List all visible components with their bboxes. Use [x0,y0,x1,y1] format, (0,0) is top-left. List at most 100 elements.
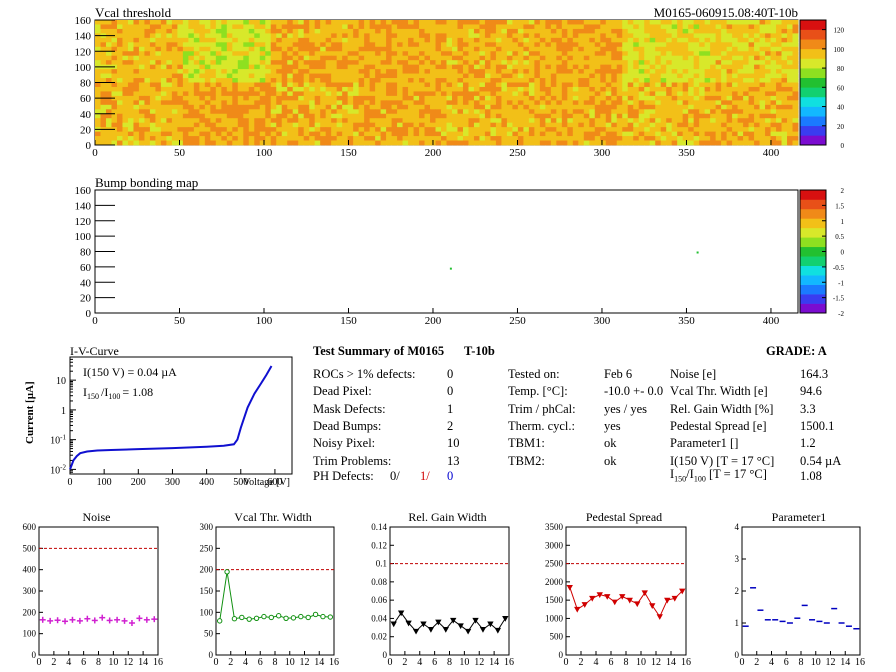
small-y-tick-label: 2500 [545,559,564,569]
color-scale-segment [800,303,826,314]
iv-ratio-part: 100 [108,392,120,401]
small-y-tick-label: 0.14 [371,522,387,532]
roc-tile [622,20,711,83]
data-point [596,592,603,598]
small-x-tick-label: 14 [138,657,148,668]
small-y-tick-label: 0 [383,650,388,660]
data-point [298,613,304,620]
small-x-tick-label: 10 [459,657,469,668]
bump-y-tick-label: 60 [80,262,92,274]
data-point [275,613,282,619]
small-x-tick-label: 14 [489,657,499,668]
small-y-tick-label: 300 [200,522,214,532]
small-plot-frame [565,526,687,656]
vcal-y-tick-label: 40 [80,109,92,121]
data-point [566,584,573,591]
bump-y-tick-label: 120 [75,216,92,228]
small-chart-title: Rel. Gain Width [408,510,486,524]
vcal-x-tick-label: 250 [509,147,526,159]
data-point [239,614,245,621]
small-y-tick-label: 200 [200,565,214,575]
color-scale-label: -0.5 [833,264,845,272]
series-line [569,587,683,618]
iv-x-tick-label: 600 [267,477,282,488]
small-x-tick-label: 16 [504,657,514,668]
data-point [494,627,502,634]
small-x-tick-label: 0 [214,657,219,668]
color-scale-label: 100 [834,46,845,54]
data-point [290,615,297,621]
data-point [405,620,412,627]
data-point [487,621,494,628]
roc-tile [358,20,447,83]
small-x-tick-label: 12 [651,657,661,668]
small-x-tick-label: 0 [388,657,393,668]
iv-title: I-V-Curve [70,344,119,358]
small-x-tick-label: 10 [108,657,118,668]
color-scale-label: -2 [838,310,844,318]
roc-tile [182,82,272,146]
vcal-y-tick-label: 100 [75,62,92,74]
data-point [664,597,671,604]
data-point [427,627,435,633]
bump-x-tick-label: 250 [509,315,526,327]
small-x-tick-label: 0 [740,657,745,668]
iv-y-tick-label: 10-1 [50,434,66,447]
roc-tile [270,20,360,83]
small-x-tick-label: 8 [96,657,101,668]
color-scale-segment [800,135,826,146]
iv-xlabel: Voltage [V] [243,477,290,488]
roc-tile [534,20,623,83]
color-scale-label: 60 [837,84,845,92]
iv-x-tick-label: 200 [131,477,146,488]
color-scale-segment [800,116,826,127]
small-y-tick-label: 0 [32,650,37,660]
small-x-tick-label: 12 [474,657,484,668]
iv-x-tick-label: 0 [68,477,73,488]
data-point [305,614,311,621]
small-x-tick-label: 2 [228,657,233,668]
color-scale-label: 120 [834,27,845,35]
small-chart-title: Vcal Thr. Width [234,510,311,524]
color-scale-segment [800,20,826,30]
iv-y-tick-label: 1 [61,406,66,417]
small-x-tick-label: 16 [855,657,865,668]
small-y-tick-label: 2 [735,586,740,596]
small-x-tick-label: 6 [81,657,86,668]
color-scale-segment [800,39,826,50]
small-x-tick-label: 8 [447,657,452,668]
small-y-tick-label: 0.04 [371,613,387,623]
color-scale-segment [800,58,826,69]
data-point [412,628,420,635]
vcal-x-tick-label: 300 [594,147,611,159]
vcal-x-tick-label: 150 [340,147,357,159]
bump-plot-frame [94,189,799,314]
color-scale-segment [800,256,826,266]
small-y-tick-label: 0.02 [371,632,387,642]
vcal-y-tick-label: 20 [80,124,92,136]
small-x-tick-label: 0 [564,657,569,668]
bump-bonding-map: 0 50 100 150 200 250 300 350 4000204060801001201… [75,175,845,327]
bump-y-tick-label: 0 [86,308,92,320]
data-point [442,627,449,633]
color-scale-segment [800,265,826,276]
data-point [611,599,618,606]
small-x-tick-label: 14 [840,657,850,668]
color-scale-label: 1.5 [835,202,844,210]
iv-y-tick-label: 10-2 [50,463,66,476]
color-scale-segment [800,294,826,304]
bump-y-tick-label: 80 [80,247,92,259]
color-scale-segment [800,96,826,107]
bump-y-tick-label: 160 [75,185,92,197]
color-scale-label: 80 [837,65,845,73]
vcal-y-tick-label: 0 [86,140,92,152]
small-x-tick-label: 4 [594,657,599,668]
small-y-tick-label: 0 [559,650,564,660]
color-scale-label: 40 [837,104,845,112]
vcal-y-tick-label: 80 [80,78,92,90]
iv-ylabel: Current [µA] [24,381,36,444]
data-point [320,613,326,620]
